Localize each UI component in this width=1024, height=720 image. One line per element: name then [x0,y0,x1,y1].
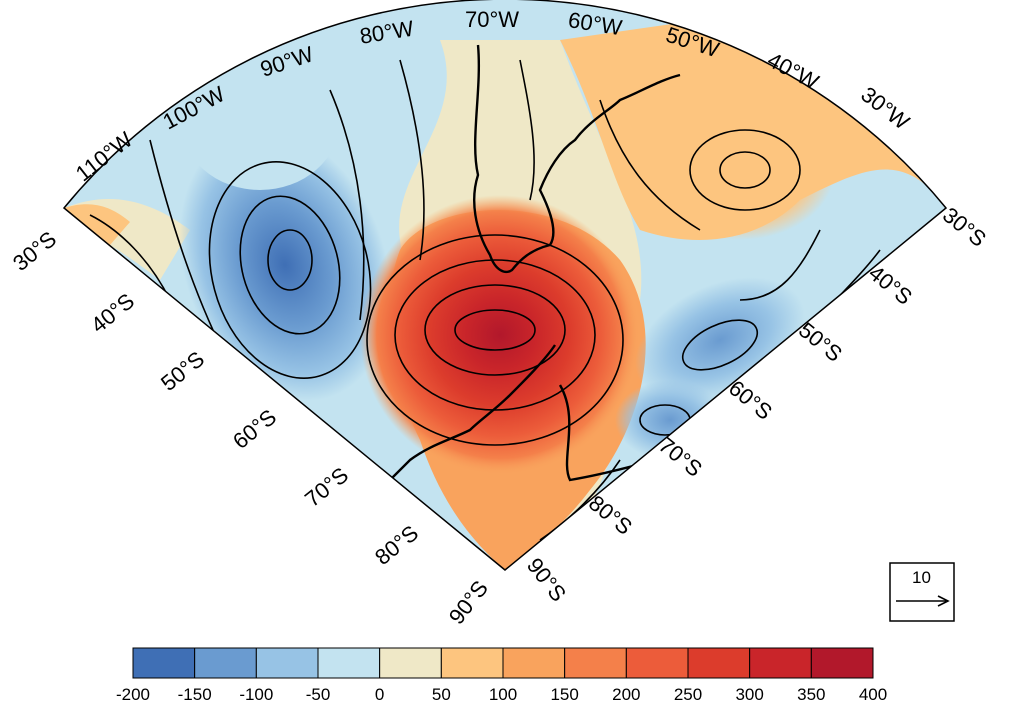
map-frame [62,0,948,571]
colorbar-swatch [317,647,381,679]
colorbar-swatch [749,647,812,679]
streamline [681,319,759,371]
colorbar-swatch [564,647,627,679]
colorbar-swatch [194,647,257,679]
streamline [599,99,701,231]
coastline-antarctic-peninsula [389,344,556,481]
streamline [89,214,171,301]
streamline [239,195,341,335]
colorbar-tick-label: -100 [239,685,273,704]
lon-label-70w: 70°W [465,7,519,32]
lat-left-70s: 70°S [300,462,353,512]
colorbar-tick-label: 150 [550,685,578,704]
lat-right-90s: 90°S [522,553,571,606]
reference-vector-box: 10 [889,562,955,622]
lat-left-30s: 30°S [8,226,61,276]
colorbar-swatch [687,647,751,679]
colorbar-tick-label: 200 [612,685,640,704]
streamline [329,89,365,321]
streamline [719,151,771,189]
colorbar-tick-label: -200 [116,685,150,704]
lat-left-80s: 80°S [370,520,423,570]
colorbar-swatch [132,647,196,679]
colorbar-tick-label: 300 [735,685,763,704]
colorbar-tick-label: 50 [432,685,451,704]
colorbar-tick-label: 100 [489,685,517,704]
streamlines [89,59,881,541]
streamline [454,309,536,351]
streamline [399,59,425,261]
colorbar-swatch [625,647,689,679]
colorbar-swatch [379,647,442,679]
lat-left-50s: 50°S [156,346,209,396]
streamline [208,161,372,379]
streamline [739,229,821,301]
lat-left-60s: 60°S [228,404,281,454]
streamline [689,129,801,211]
colorbar-tick-label: 350 [797,685,825,704]
streamline [366,234,624,446]
colorbar-swatch [440,647,504,679]
streamline [519,59,535,201]
colorbar-swatch [810,647,874,679]
lat-left-90s: 90°S [444,576,493,629]
lat-left-40s: 40°S [86,288,139,338]
colorbar-tick-label: -150 [178,685,212,704]
colorbar-tick-label: 400 [859,685,887,704]
coastline-south-america [473,44,681,274]
colorbar-swatch [255,647,319,679]
colorbar-tick-label: -50 [306,685,331,704]
streamline [267,229,313,291]
colorbar-tick-label: 0 [375,685,384,704]
reference-vector-label: 10 [912,568,931,587]
lat-right-30s: 30°S [938,202,991,252]
streamline [424,284,566,376]
colorbar: -200 -150 -100 -50 0 50 100 150 200 250 300 350 400 [116,647,887,704]
colorbar-tick-label: 250 [674,685,702,704]
colorbar-swatch [502,647,566,679]
